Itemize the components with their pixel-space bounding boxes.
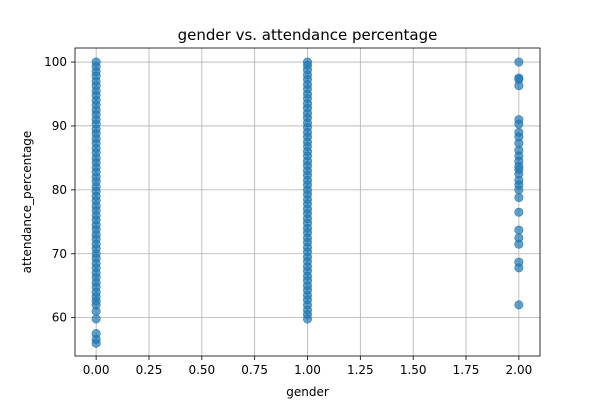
data-point <box>91 57 101 67</box>
x-tick-label: 0.50 <box>188 363 215 377</box>
x-axis-label: gender <box>286 385 329 399</box>
y-axis-ticks: 60 70 80 90 100 <box>44 55 75 325</box>
data-point <box>514 300 524 310</box>
x-tick-label: 0.00 <box>83 363 110 377</box>
data-point <box>514 233 524 243</box>
data-point <box>302 57 312 67</box>
x-tick-label: 0.75 <box>241 363 268 377</box>
data-point <box>514 193 524 203</box>
data-point <box>514 57 524 67</box>
x-axis-ticks: 0.00 0.25 0.50 0.75 1.00 1.25 1.50 1.75 2.00 <box>83 356 532 377</box>
y-tick-label: 90 <box>52 119 67 133</box>
data-point <box>91 329 101 339</box>
x-tick-label: 2.00 <box>506 363 533 377</box>
data-point <box>514 225 524 235</box>
y-axis-label: attendance_percentage <box>20 131 34 274</box>
x-tick-label: 0.25 <box>136 363 163 377</box>
data-point <box>514 115 524 125</box>
y-tick-label: 80 <box>52 183 67 197</box>
data-point <box>514 73 524 83</box>
y-tick-label: 100 <box>44 55 67 69</box>
data-points <box>91 57 524 348</box>
x-tick-label: 1.50 <box>400 363 427 377</box>
chart-title: gender vs. attendance percentage <box>178 26 438 44</box>
x-tick-label: 1.75 <box>453 363 480 377</box>
data-point <box>514 127 524 137</box>
data-point <box>514 257 524 267</box>
x-tick-label: 1.00 <box>294 363 321 377</box>
x-tick-label: 1.25 <box>347 363 374 377</box>
data-point <box>91 314 101 324</box>
y-tick-label: 60 <box>52 311 67 325</box>
y-tick-label: 70 <box>52 247 67 261</box>
data-point <box>514 207 524 217</box>
